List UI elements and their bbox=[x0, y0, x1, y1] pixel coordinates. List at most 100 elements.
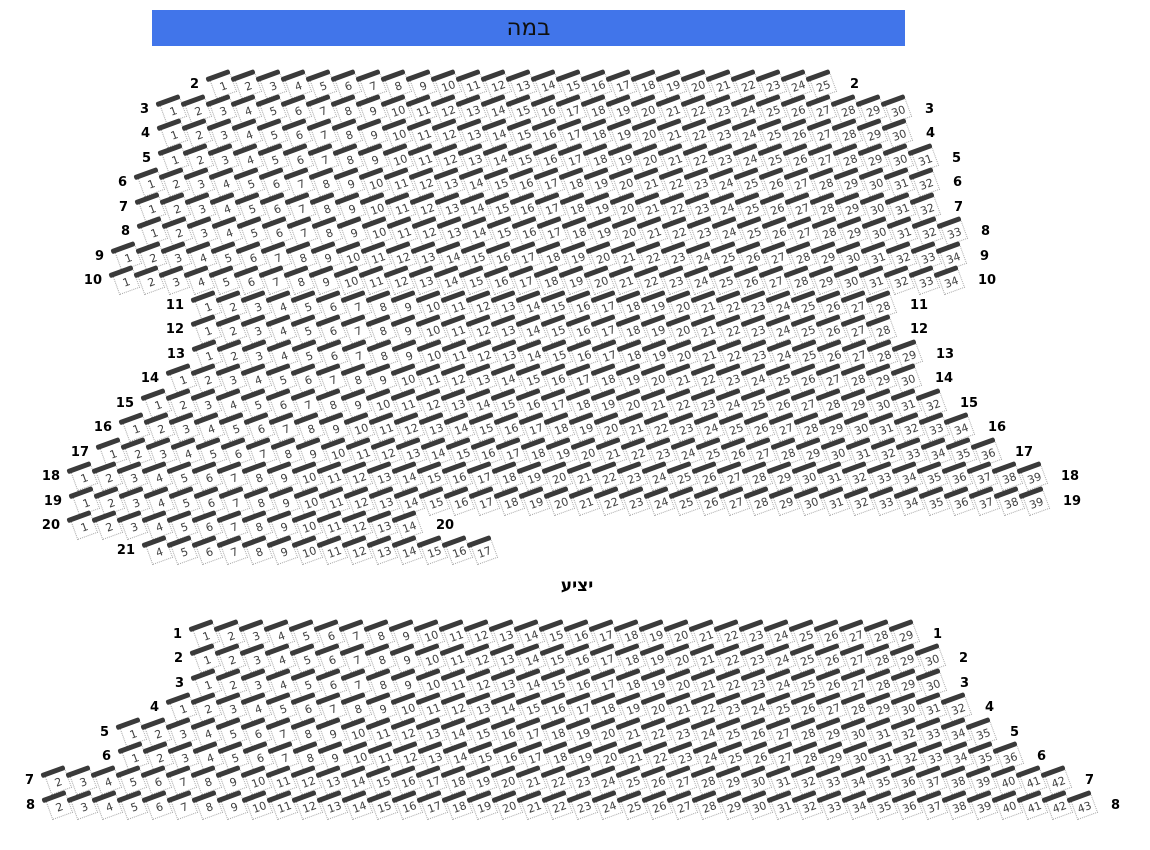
seat[interactable]: 29 bbox=[856, 118, 889, 149]
seat[interactable]: 29 bbox=[715, 765, 748, 796]
seat[interactable]: 3 bbox=[66, 790, 99, 821]
seat[interactable]: 17 bbox=[468, 486, 501, 517]
seat[interactable]: 22 bbox=[681, 118, 714, 149]
seat[interactable]: 27 bbox=[840, 314, 873, 345]
seat[interactable]: 14 bbox=[391, 535, 424, 566]
seat[interactable]: 26 bbox=[693, 486, 726, 517]
seat[interactable]: 16 bbox=[390, 765, 423, 796]
seat[interactable]: 25 bbox=[733, 167, 766, 198]
seat[interactable]: 7 bbox=[339, 643, 372, 674]
seat[interactable]: 24 bbox=[641, 461, 674, 492]
seat[interactable]: 13 bbox=[366, 535, 399, 566]
seat[interactable]: 21 bbox=[689, 643, 722, 674]
seat[interactable]: 3 bbox=[206, 118, 239, 149]
seat[interactable]: 3 bbox=[158, 265, 191, 296]
seat[interactable]: 24 bbox=[693, 412, 726, 443]
seat[interactable]: 1 bbox=[108, 265, 141, 296]
seat[interactable]: 9 bbox=[318, 412, 351, 443]
seat[interactable]: 38 bbox=[940, 765, 973, 796]
seat[interactable]: 18 bbox=[441, 790, 474, 821]
seat[interactable]: 5 bbox=[218, 412, 251, 443]
seat[interactable]: 36 bbox=[891, 790, 924, 821]
seat[interactable]: 16 bbox=[508, 167, 541, 198]
seat[interactable]: 16 bbox=[391, 790, 424, 821]
seat[interactable]: 6 bbox=[243, 412, 276, 443]
seat[interactable]: 16 bbox=[441, 535, 474, 566]
seat[interactable]: 33 bbox=[868, 486, 901, 517]
seat[interactable]: 29 bbox=[766, 461, 799, 492]
seat[interactable]: 11 bbox=[316, 461, 349, 492]
seat[interactable]: 11 bbox=[440, 314, 473, 345]
seat[interactable]: 31 bbox=[883, 167, 916, 198]
seat[interactable]: 18 bbox=[440, 765, 473, 796]
seat[interactable]: 3 bbox=[239, 643, 272, 674]
seat[interactable]: 8 bbox=[241, 535, 274, 566]
seat[interactable]: 26 bbox=[641, 790, 674, 821]
seat[interactable]: 36 bbox=[943, 486, 976, 517]
seat[interactable]: 20 bbox=[665, 314, 698, 345]
seat[interactable]: 2 bbox=[215, 314, 248, 345]
seat[interactable]: 8 bbox=[365, 314, 398, 345]
seat[interactable]: 13 bbox=[366, 461, 399, 492]
seat[interactable]: 34 bbox=[943, 412, 976, 443]
seat[interactable]: 8 bbox=[308, 167, 341, 198]
seat[interactable]: 15 bbox=[416, 461, 449, 492]
seat[interactable]: 41 bbox=[1016, 790, 1049, 821]
seat[interactable]: 42 bbox=[1041, 790, 1074, 821]
seat[interactable]: 16 bbox=[443, 486, 476, 517]
seat[interactable]: 1 bbox=[66, 461, 99, 492]
seat[interactable]: 11 bbox=[439, 643, 472, 674]
seat[interactable]: 20 bbox=[593, 412, 626, 443]
seat[interactable]: 22 bbox=[541, 790, 574, 821]
seat[interactable]: 12 bbox=[341, 535, 374, 566]
seat[interactable]: 16 bbox=[493, 412, 526, 443]
seat[interactable]: 11 bbox=[266, 790, 299, 821]
seat[interactable]: 39 bbox=[1016, 461, 1049, 492]
seat[interactable]: 25 bbox=[790, 314, 823, 345]
seat[interactable]: 37 bbox=[916, 790, 949, 821]
seat[interactable]: 22 bbox=[715, 314, 748, 345]
seat[interactable]: 28 bbox=[743, 486, 776, 517]
seat[interactable]: 28 bbox=[741, 461, 774, 492]
seat[interactable]: 29 bbox=[716, 790, 749, 821]
seat[interactable]: 8 bbox=[364, 643, 397, 674]
seat[interactable]: 17 bbox=[466, 461, 499, 492]
seat[interactable]: 32 bbox=[791, 790, 824, 821]
seat[interactable]: 1 bbox=[189, 643, 222, 674]
seat[interactable]: 6 bbox=[141, 790, 174, 821]
seat[interactable]: 14 bbox=[481, 118, 514, 149]
seat[interactable]: 4 bbox=[91, 790, 124, 821]
seat[interactable]: 28 bbox=[864, 643, 897, 674]
seat[interactable]: 39 bbox=[1018, 486, 1051, 517]
seat[interactable]: 15 bbox=[540, 314, 573, 345]
seat[interactable]: 12 bbox=[393, 412, 426, 443]
seat[interactable]: 18 bbox=[614, 643, 647, 674]
seat[interactable]: 5 bbox=[166, 535, 199, 566]
seat[interactable]: 32 bbox=[790, 765, 823, 796]
seat[interactable]: 4 bbox=[193, 412, 226, 443]
seat[interactable]: 8 bbox=[241, 461, 274, 492]
seat[interactable]: 5 bbox=[115, 765, 148, 796]
seat[interactable]: 27 bbox=[839, 643, 872, 674]
seat[interactable]: 30 bbox=[843, 412, 876, 443]
seat[interactable]: 36 bbox=[941, 461, 974, 492]
seat[interactable]: 34 bbox=[933, 265, 966, 296]
seat[interactable]: 6 bbox=[315, 314, 348, 345]
seat[interactable]: 6 bbox=[191, 461, 224, 492]
seat[interactable]: 36 bbox=[890, 765, 923, 796]
seat[interactable]: 15 bbox=[506, 118, 539, 149]
seat[interactable]: 20 bbox=[608, 167, 641, 198]
seat[interactable]: 21 bbox=[515, 765, 548, 796]
seat[interactable]: 19 bbox=[516, 461, 549, 492]
seat[interactable]: 18 bbox=[558, 167, 591, 198]
seat[interactable]: 10 bbox=[240, 765, 273, 796]
seat[interactable]: 7 bbox=[268, 412, 301, 443]
seat[interactable]: 25 bbox=[616, 790, 649, 821]
seat[interactable]: 2 bbox=[91, 510, 124, 541]
seat[interactable]: 27 bbox=[665, 765, 698, 796]
seat[interactable]: 24 bbox=[590, 765, 623, 796]
seat[interactable]: 5 bbox=[166, 461, 199, 492]
seat[interactable]: 10 bbox=[291, 535, 324, 566]
seat[interactable]: 35 bbox=[918, 486, 951, 517]
seat[interactable]: 27 bbox=[806, 118, 839, 149]
